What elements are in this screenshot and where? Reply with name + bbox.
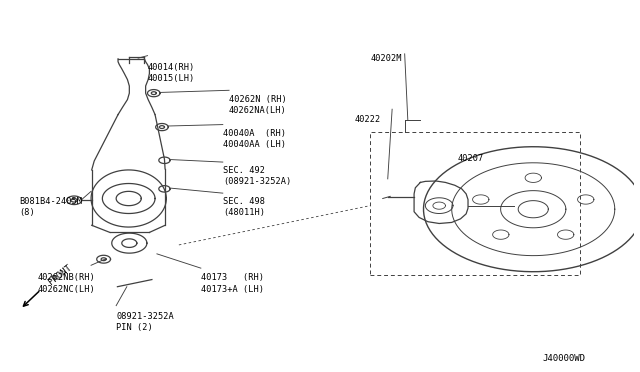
Text: 40207: 40207 (458, 154, 484, 163)
Text: 40202M: 40202M (370, 54, 402, 63)
Text: 40222: 40222 (355, 115, 381, 124)
Text: J40000WD: J40000WD (543, 354, 586, 363)
Text: 40173   (RH)
40173+A (LH): 40173 (RH) 40173+A (LH) (201, 273, 264, 294)
Text: FRONT: FRONT (47, 263, 74, 287)
Text: 40040A  (RH)
40040AA (LH): 40040A (RH) 40040AA (LH) (223, 129, 286, 149)
Text: 40262NB(RH)
40262NC(LH): 40262NB(RH) 40262NC(LH) (38, 273, 95, 294)
Text: SEC. 492
(08921-3252A): SEC. 492 (08921-3252A) (223, 166, 291, 186)
Text: 08921-3252A
PIN (2): 08921-3252A PIN (2) (116, 312, 174, 332)
Text: SEC. 498
(48011H): SEC. 498 (48011H) (223, 197, 265, 217)
Text: 40262N (RH)
40262NA(LH): 40262N (RH) 40262NA(LH) (229, 95, 287, 115)
Text: B081B4-2405M
(8): B081B4-2405M (8) (19, 197, 82, 217)
Text: 40014(RH)
40015(LH): 40014(RH) 40015(LH) (148, 63, 195, 83)
